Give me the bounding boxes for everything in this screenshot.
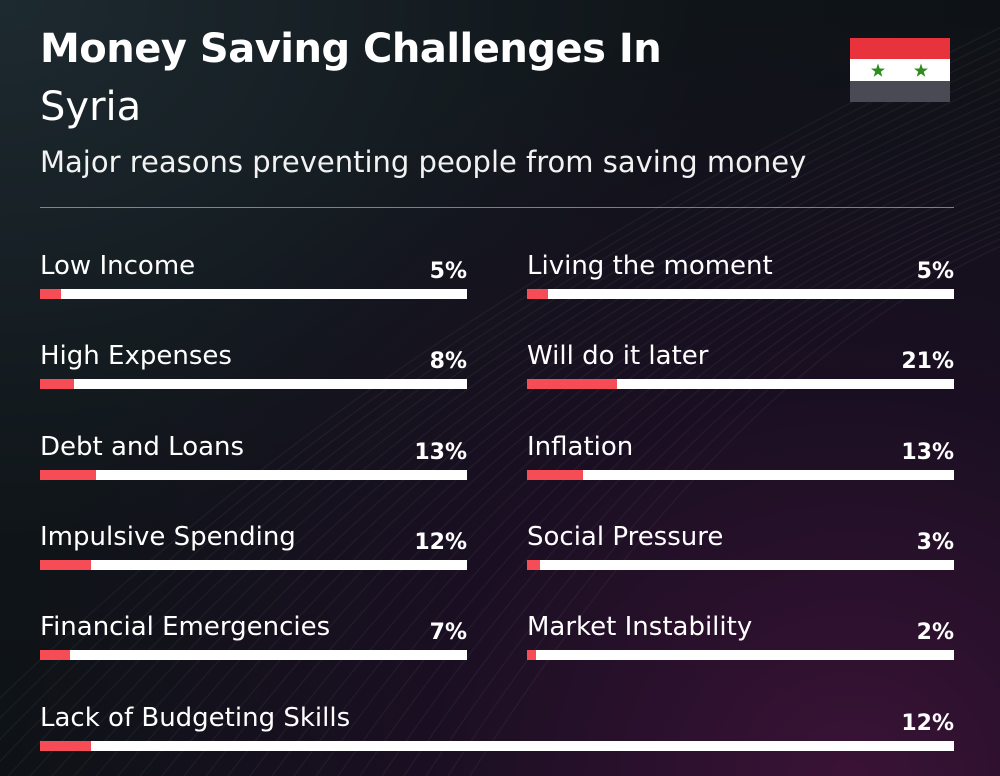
bar-track [527,650,954,661]
bar-fill [40,559,92,570]
bar-item: Living the moment 5% [527,251,954,311]
flag-stars [871,63,928,77]
background-wave-line [403,223,1000,776]
bar-track [40,559,467,570]
bar-label: Financial Emergencies [40,612,331,643]
bar-item: Low Income 5% [40,251,467,311]
bar-fill [527,559,540,570]
bar-track [527,379,954,390]
bar-label: Inflation [527,431,634,462]
bar-fill [527,469,583,480]
bar-item: Will do it later 21% [527,341,954,401]
bar-value-label: 7% [429,620,467,646]
flag-stripe-red [850,38,950,60]
bar-label: Will do it later [527,341,709,372]
background-wave-line [227,161,1000,776]
page-title: Money Saving Challenges In [40,26,662,72]
bar-fill [40,740,92,751]
syria-flag-icon [850,38,950,102]
background-wave-line [183,144,1000,776]
background-wave-line [117,117,1000,776]
bar-item: Impulsive Spending 12% [40,522,467,582]
flag-star-left-icon [871,63,885,77]
bar-label: Social Pressure [527,521,724,552]
bar-fill [527,289,549,299]
header-divider [40,207,954,208]
bar-value-label: 3% [916,529,954,555]
background-wave-line [293,186,1000,776]
country-name: Syria [40,84,142,130]
bar-value-label: 5% [916,259,954,284]
bar-label: Debt and Loans [40,431,245,462]
bar-item: Social Pressure 3% [527,522,954,582]
bar-item: Debt and Loans 13% [40,432,467,492]
bar-fill [40,289,62,299]
bar-item: Financial Emergencies 7% [40,612,467,672]
background-wave-line [359,209,1000,776]
bar-item: Market Instability 2% [527,612,954,672]
background-wave-line [205,153,1000,776]
bar-fill [40,650,70,661]
flag-star-right-icon [914,63,928,77]
bar-track [527,289,954,299]
background-wave-line [95,107,1000,776]
bar-track [40,469,467,480]
bar-label: High Expenses [40,341,232,372]
bar-label: Low Income [40,251,196,281]
bar-fill [40,469,96,480]
bar-track [40,650,467,661]
background-wave-line [447,238,1000,776]
bar-item: High Expenses 8% [40,341,467,401]
flag-stripe-black [850,80,950,102]
background-wave-line [271,178,1000,776]
background-wave-line [381,216,1000,776]
background-wave-line [315,194,1000,776]
bar-value-label: 13% [414,439,467,465]
bar-track [527,469,954,480]
page-subtitle: Major reasons preventing people from sav… [40,145,807,179]
bar-track [527,559,954,570]
bar-value-label: 8% [429,349,467,375]
bar-label: Lack of Budgeting Skills [40,702,351,733]
background-wave-line [337,201,1000,776]
bar-value-label: 21% [901,349,954,375]
bar-fill [527,650,536,661]
bar-fill [40,379,75,390]
bar-track [40,289,467,299]
background-wave-line [139,126,1000,776]
bar-item: Lack of Budgeting Skills 12% [40,703,954,763]
bar-track [40,740,954,751]
bar-value-label: 12% [414,529,467,555]
bar-item: Inflation 13% [527,432,954,492]
background-wave-line [425,231,1000,776]
bar-label: Living the moment [527,251,773,281]
bar-value-label: 13% [901,439,954,465]
bar-label: Market Instability [527,612,753,643]
bar-fill [527,379,617,390]
background-wave-line [73,98,1000,776]
bar-label: Impulsive Spending [40,521,296,552]
bar-value-label: 5% [429,259,467,284]
bar-value-label: 2% [916,620,954,646]
bar-track [40,379,467,390]
background-wave-line [469,245,1000,776]
bar-value-label: 12% [901,710,954,736]
background-wave-line [161,135,1000,776]
background-wave-line [249,170,1000,776]
